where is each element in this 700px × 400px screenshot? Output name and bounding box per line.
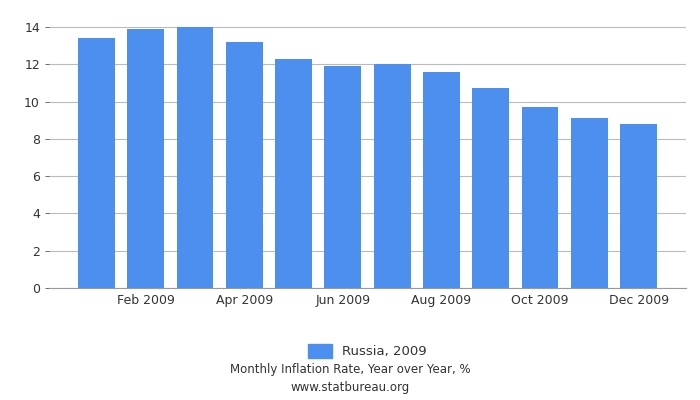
Legend: Russia, 2009: Russia, 2009: [308, 344, 427, 358]
Bar: [374, 64, 411, 288]
Bar: [226, 42, 262, 288]
Bar: [127, 29, 164, 288]
Bar: [620, 124, 657, 288]
Bar: [275, 59, 312, 288]
Bar: [324, 66, 361, 288]
Bar: [78, 38, 115, 288]
Bar: [570, 118, 608, 288]
Bar: [473, 88, 509, 288]
Text: Monthly Inflation Rate, Year over Year, %: Monthly Inflation Rate, Year over Year, …: [230, 364, 470, 376]
Bar: [522, 107, 559, 288]
Bar: [423, 72, 460, 288]
Bar: [176, 27, 214, 288]
Text: www.statbureau.org: www.statbureau.org: [290, 382, 410, 394]
